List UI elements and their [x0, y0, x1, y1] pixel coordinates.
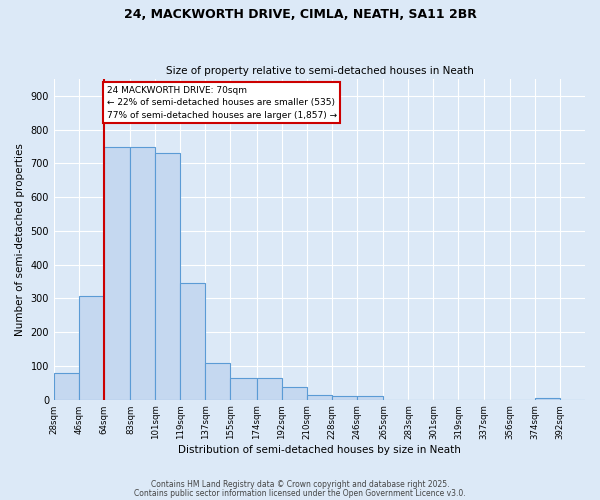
Bar [535, 398, 560, 400]
Bar [181, 284, 205, 400]
Bar [257, 378, 282, 400]
Y-axis label: Number of semi-detached properties: Number of semi-detached properties [15, 143, 25, 336]
Text: Contains HM Land Registry data © Crown copyright and database right 2025.: Contains HM Land Registry data © Crown c… [151, 480, 449, 489]
Text: 24, MACKWORTH DRIVE, CIMLA, NEATH, SA11 2BR: 24, MACKWORTH DRIVE, CIMLA, NEATH, SA11 … [124, 8, 476, 20]
Title: Size of property relative to semi-detached houses in Neath: Size of property relative to semi-detach… [166, 66, 473, 76]
X-axis label: Distribution of semi-detached houses by size in Neath: Distribution of semi-detached houses by … [178, 445, 461, 455]
Bar [230, 378, 257, 400]
Bar [54, 374, 79, 400]
Bar [79, 296, 104, 400]
Bar [357, 396, 383, 400]
Bar [155, 154, 181, 400]
Text: 24 MACKWORTH DRIVE: 70sqm
← 22% of semi-detached houses are smaller (535)
77% of: 24 MACKWORTH DRIVE: 70sqm ← 22% of semi-… [107, 86, 337, 120]
Bar [205, 364, 230, 400]
Text: Contains public sector information licensed under the Open Government Licence v3: Contains public sector information licen… [134, 489, 466, 498]
Bar [130, 147, 155, 400]
Bar [104, 147, 130, 400]
Bar [332, 396, 357, 400]
Bar [282, 387, 307, 400]
Bar [307, 394, 332, 400]
